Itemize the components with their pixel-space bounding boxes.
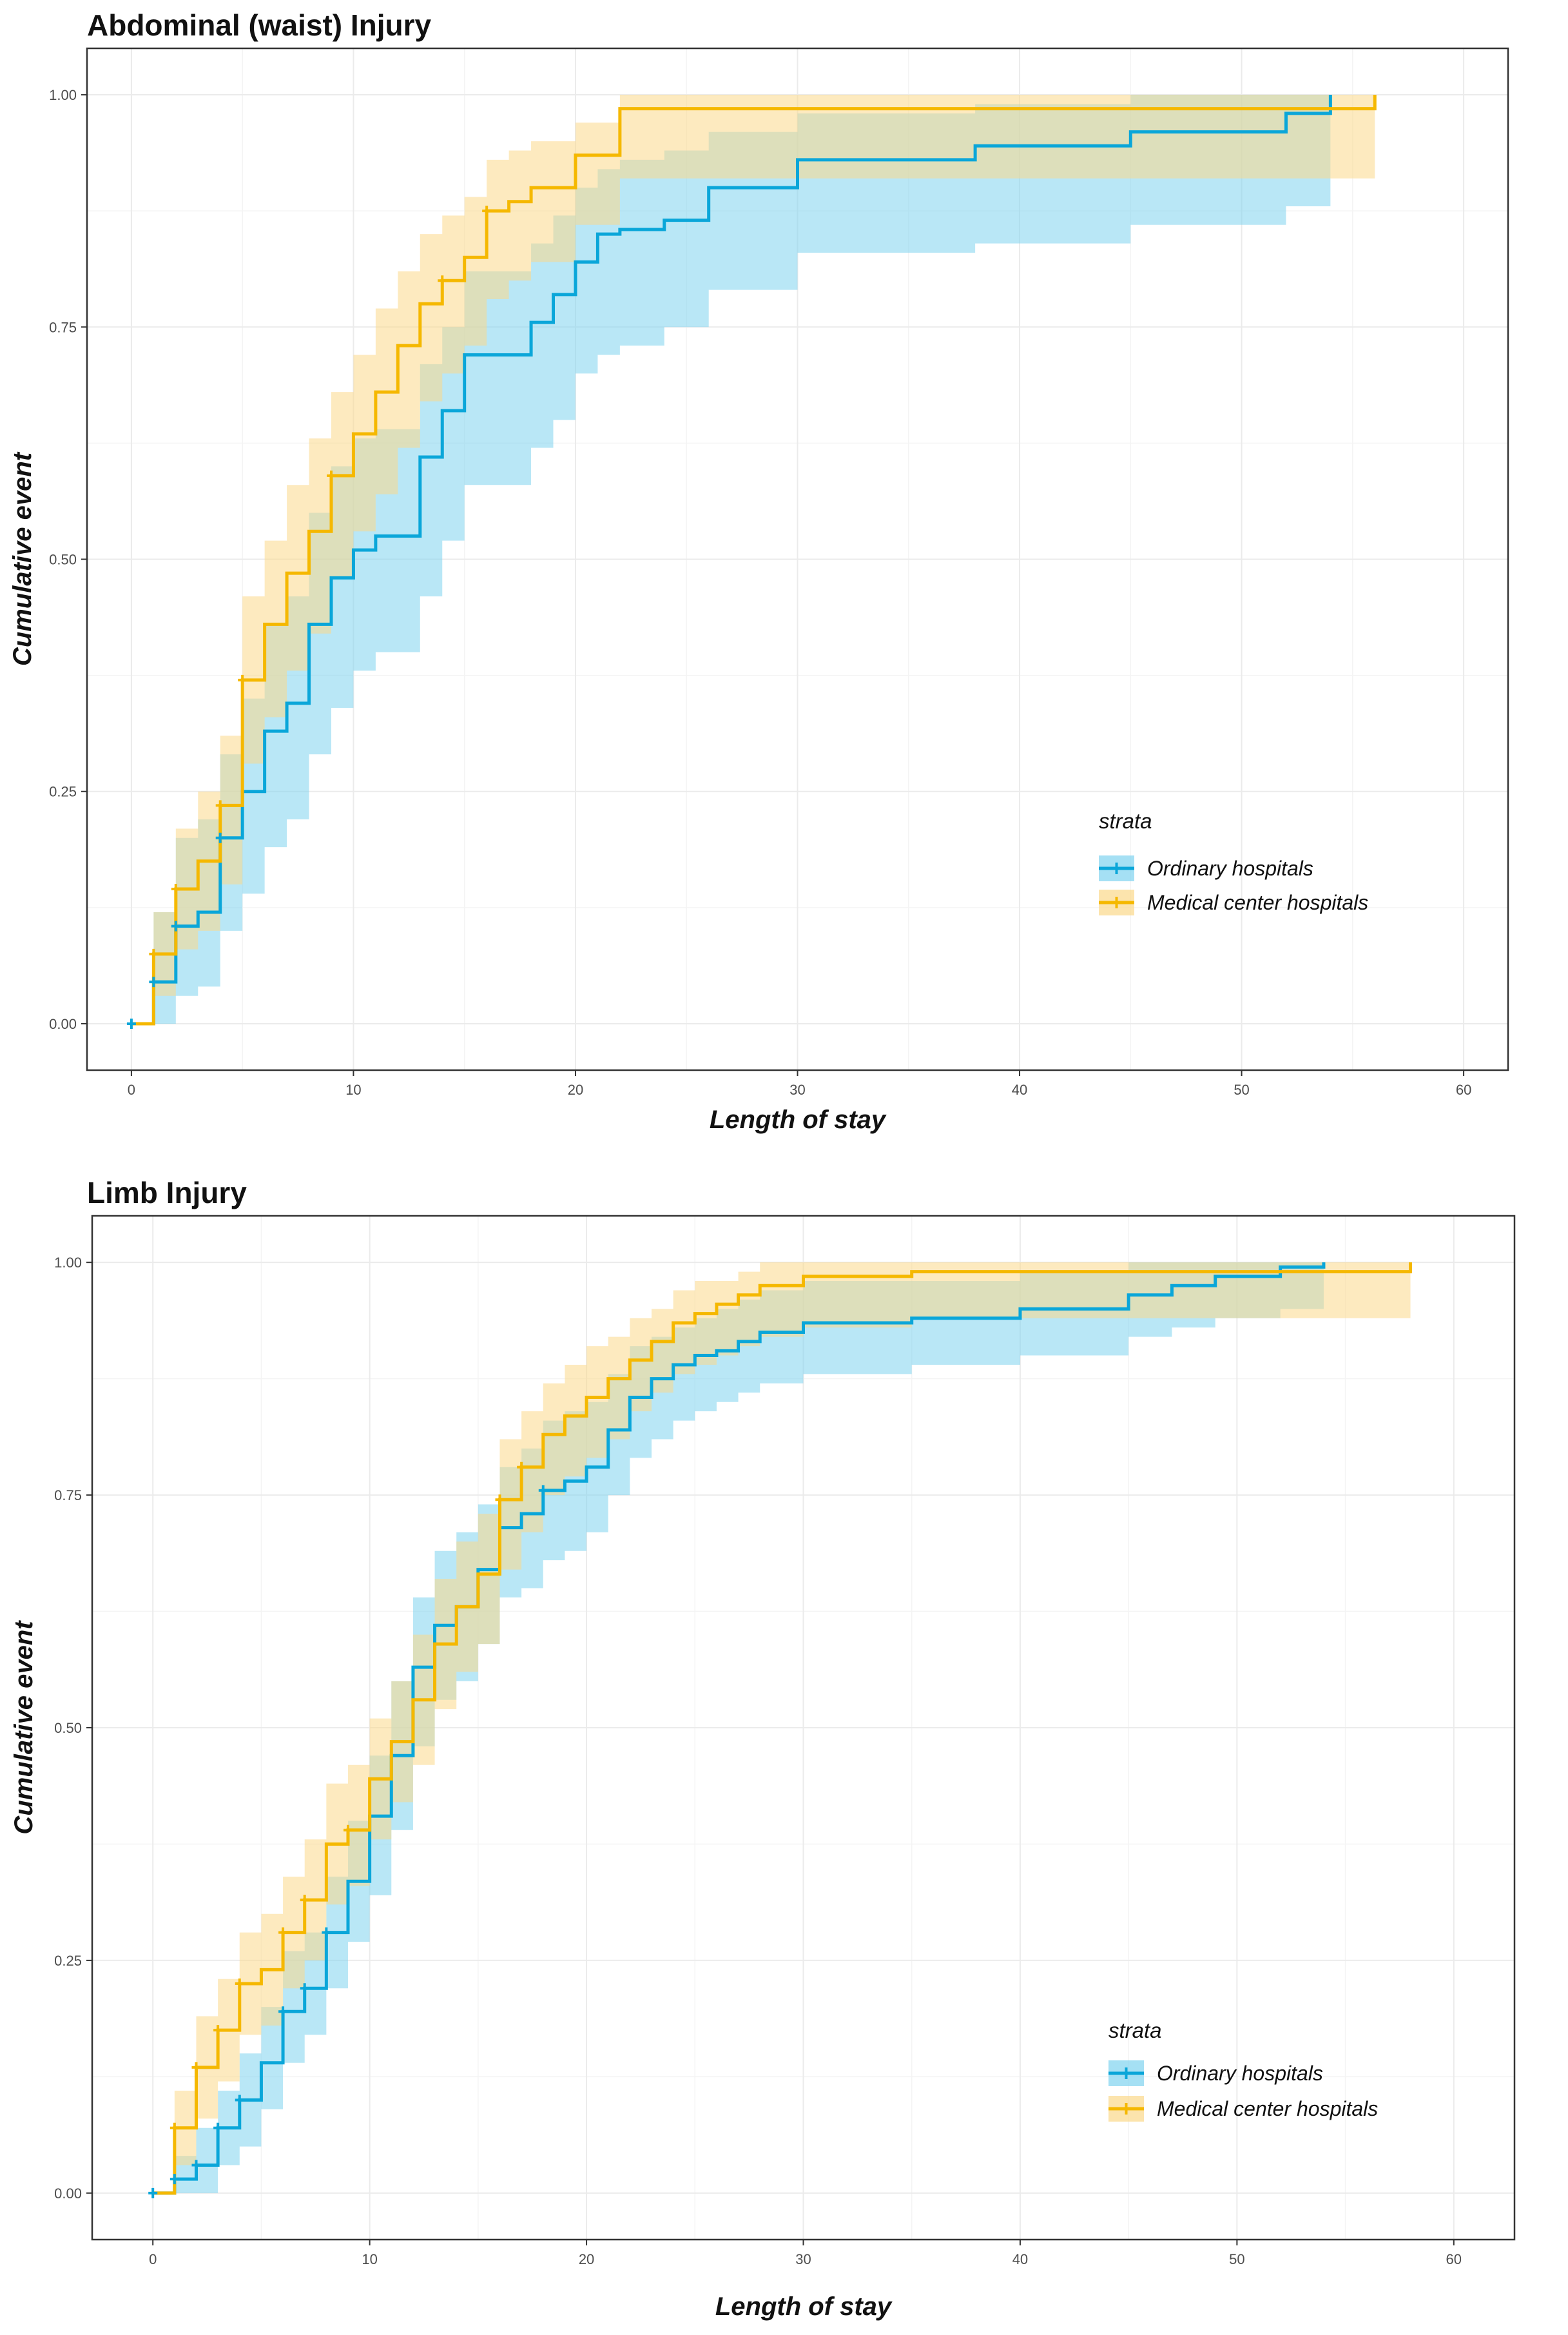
x-tick-label: 30 (789, 1082, 805, 1098)
censor-mark-ordinary-hospitals (215, 832, 225, 843)
y-tick-label: 0.00 (54, 2185, 82, 2202)
x-axis-title: Length of stay (715, 2292, 893, 2321)
censor-mark-ordinary-hospitals (126, 1018, 136, 1029)
y-tick-label: 0.00 (49, 1016, 77, 1032)
legend-key-censor-ordinary-hospitals (1112, 863, 1121, 874)
chart-title: Abdominal (waist) Injury (87, 8, 432, 42)
censor-mark-ordinary-hospitals (169, 2174, 179, 2185)
step-line-medical-center-hospitals (153, 1262, 1413, 2195)
censor-mark-medical-center-hospitals (326, 470, 336, 481)
y-tick-label: 0.25 (49, 784, 77, 800)
censor-mark-ordinary-hospitals (322, 1927, 331, 1938)
censor-mark-medical-center-hospitals (171, 884, 180, 895)
legend-key-censor-ordinary-hospitals (1121, 2067, 1131, 2079)
censor-mark-medical-center-hospitals (278, 1927, 288, 1938)
censor-mark-medical-center-hospitals (215, 800, 225, 811)
x-axis-title: Length of stay (710, 1106, 887, 1134)
chart-abdominal-injury: Abdominal (waist) Injury 0 10 20 30 40 50 60 0.0… (8, 8, 1509, 1134)
y-tick-label: 0.50 (49, 552, 77, 568)
chart-abdominal-injury-svg: Abdominal (waist) Injury 0 10 20 30 40 50 60 0.0… (8, 8, 1509, 1134)
legend-key-censor-medical-center-hospitals (1121, 2103, 1131, 2115)
chart-limb-injury: Limb Injury 0 10 20 30 40 50 60 0.00 0.25 0.50 0.75… (0, 1168, 1568, 2335)
x-tick-label: 0 (149, 2251, 157, 2267)
y-tick-label: 0.75 (49, 319, 77, 335)
x-tick-label: 30 (795, 2251, 811, 2267)
legend-title: strata (1099, 809, 1152, 833)
censor-mark-ordinary-hospitals (148, 2187, 158, 2198)
y-tick-label: 1.00 (54, 1255, 82, 1271)
y-tick-label: 0.50 (54, 1720, 82, 1736)
legend: strata Ordinary hospitals Medical center h… (1108, 2018, 1378, 2122)
censor-mark-medical-center-hospitals (438, 275, 447, 286)
x-tick-label: 40 (1012, 1082, 1027, 1098)
legend-label-medical-center-hospitals: Medical center hospitals (1147, 891, 1368, 914)
confidence-band-medical-center-hospitals (153, 1262, 1411, 2193)
y-tick-label: 0.25 (54, 1953, 82, 1969)
censor-mark-ordinary-hospitals (191, 2160, 201, 2171)
x-tick-label: 50 (1229, 2251, 1244, 2267)
y-tick-label: 1.00 (49, 87, 77, 103)
legend-title: strata (1108, 2018, 1162, 2042)
legend-key-censor-medical-center-hospitals (1112, 897, 1121, 908)
legend: strata Ordinary hospitals Medical center h… (1099, 809, 1368, 915)
y-axis-title: Cumulative event (8, 451, 37, 666)
censor-mark-medical-center-hospitals (235, 1978, 244, 1989)
censor-mark-ordinary-hospitals (171, 921, 180, 932)
legend-label-medical-center-hospitals: Medical center hospitals (1157, 2097, 1378, 2120)
step-line-medical-center-hospitals (131, 95, 1377, 1026)
censor-mark-ordinary-hospitals (300, 1983, 309, 1994)
x-tick-label: 60 (1456, 1082, 1471, 1098)
censor-mark-medical-center-hospitals (517, 1461, 527, 1472)
censor-mark-medical-center-hospitals (213, 2025, 223, 2036)
x-tick-label: 0 (128, 1082, 135, 1098)
censor-mark-medical-center-hospitals (343, 1824, 353, 1835)
censor-mark-medical-center-hospitals (300, 1895, 309, 1906)
censor-mark-ordinary-hospitals (235, 2095, 244, 2105)
censor-mark-medical-center-hospitals (238, 674, 247, 685)
confidence-band-medical-center-hospitals (131, 95, 1375, 1024)
x-tick-label: 10 (362, 2251, 377, 2267)
censor-mark-medical-center-hospitals (169, 2122, 179, 2133)
confidence-band-ordinary-hospitals (153, 1262, 1324, 2193)
chart-limb-injury-svg: Limb Injury 0 10 20 30 40 50 60 0.00 0.25 0.50 0.75… (10, 1176, 1516, 2321)
censor-mark-ordinary-hospitals (538, 1485, 548, 1496)
x-tick-label: 20 (579, 2251, 594, 2267)
censor-mark-ordinary-hospitals (149, 977, 159, 988)
x-tick-label: 50 (1234, 1082, 1249, 1098)
x-tick-label: 20 (568, 1082, 583, 1098)
x-tick-label: 60 (1446, 2251, 1462, 2267)
censor-mark-medical-center-hospitals (495, 1494, 505, 1505)
chart-title: Limb Injury (87, 1176, 247, 1209)
step-line-ordinary-hospitals (131, 95, 1332, 1026)
confidence-band-ordinary-hospitals (131, 95, 1331, 1024)
x-tick-label: 10 (345, 1082, 361, 1098)
censor-mark-ordinary-hospitals (278, 2006, 288, 2017)
legend-label-ordinary-hospitals: Ordinary hospitals (1157, 2062, 1323, 2085)
y-tick-label: 0.75 (54, 1487, 82, 1503)
censor-mark-medical-center-hospitals (482, 206, 492, 217)
censor-mark-medical-center-hospitals (191, 2062, 201, 2073)
censor-mark-ordinary-hospitals (213, 2122, 223, 2133)
y-axis-title: Cumulative event (10, 1620, 38, 1835)
legend-label-ordinary-hospitals: Ordinary hospitals (1147, 857, 1313, 880)
x-tick-label: 40 (1012, 2251, 1028, 2267)
censor-mark-medical-center-hospitals (149, 948, 159, 959)
